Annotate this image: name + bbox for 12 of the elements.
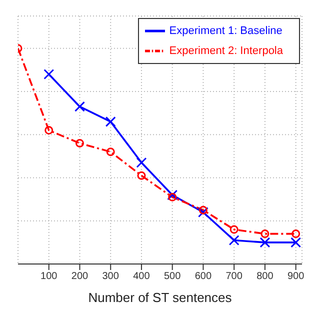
x-tick-label: 900 (287, 271, 305, 282)
x-tick-label: 600 (194, 271, 212, 282)
x-tick-label: 400 (133, 271, 150, 282)
legend-label: Experiment 1: Baseline (169, 24, 282, 37)
legend-label: Experiment 2: Interpola (169, 44, 283, 57)
x-axis-title: Number of ST sentences (88, 290, 232, 305)
x-tick-label: 100 (40, 271, 58, 282)
x-tick-label: 300 (102, 271, 120, 282)
x-tick-label: 800 (256, 271, 274, 282)
x-tick-label: 200 (71, 271, 89, 282)
x-tick-label: 700 (226, 271, 243, 282)
x-tick-label: 500 (164, 271, 182, 282)
